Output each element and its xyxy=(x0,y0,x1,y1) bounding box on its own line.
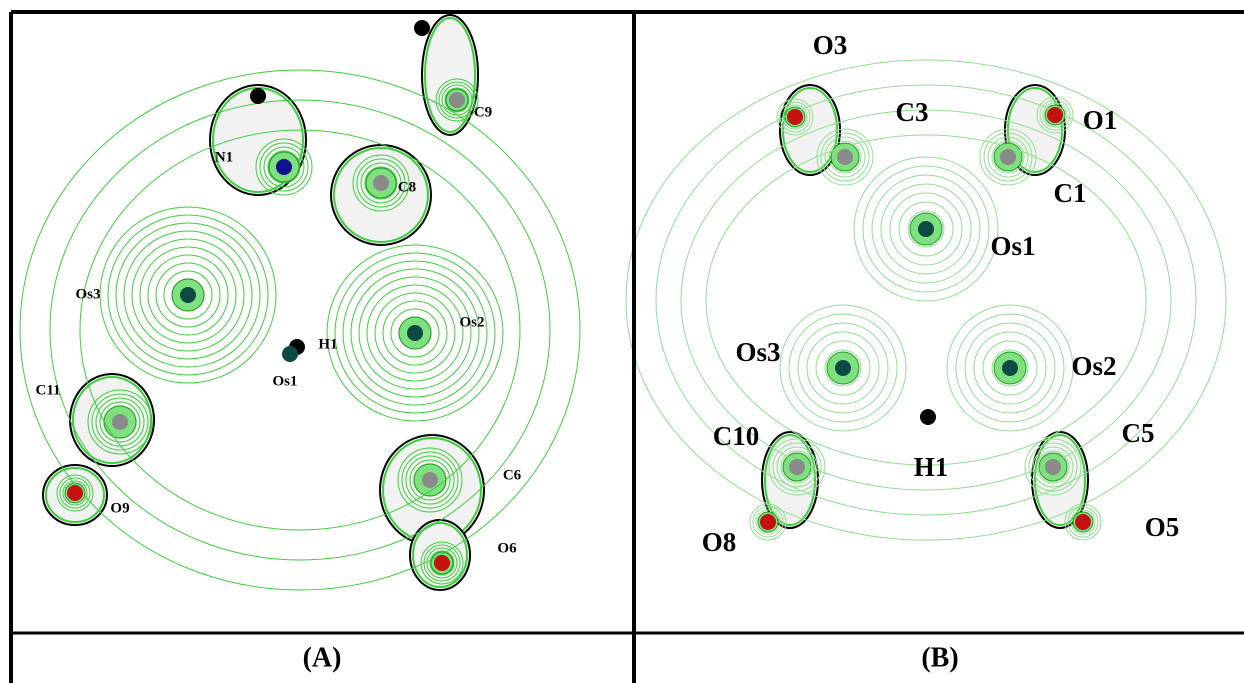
atom-label: Os2 xyxy=(459,314,484,330)
atom xyxy=(1045,459,1061,475)
atom xyxy=(760,514,776,530)
atom xyxy=(434,555,450,571)
atom xyxy=(837,149,853,165)
figure: N1 C9 C8 Os3 Os2 H1 Os1 C11 C6 O9 O6 O3 C3 O1 C1 Os1 Os3… xyxy=(0,0,1244,683)
atom xyxy=(180,287,196,303)
atom-label: Os1 xyxy=(990,231,1035,261)
atom-label: O3 xyxy=(813,30,848,60)
atom-label: N1 xyxy=(215,149,233,165)
atom xyxy=(918,221,934,237)
atom xyxy=(789,459,805,475)
atom xyxy=(1002,360,1018,376)
atom-label: O1 xyxy=(1083,105,1118,135)
atom-label: O6 xyxy=(497,540,517,556)
atom xyxy=(787,109,803,125)
atom-label: H1 xyxy=(914,452,949,482)
atom xyxy=(250,88,266,104)
atom-label: Os1 xyxy=(272,373,297,389)
atom xyxy=(920,409,936,425)
atom-label: Os3 xyxy=(735,337,780,367)
atom xyxy=(422,472,438,488)
atom-label: C1 xyxy=(1054,178,1087,208)
atom xyxy=(282,346,298,362)
atom-label: O8 xyxy=(702,527,737,557)
atom xyxy=(1075,514,1091,530)
atom-label: C10 xyxy=(713,421,760,451)
atom-label: O5 xyxy=(1145,512,1180,542)
atom xyxy=(373,175,389,191)
atom xyxy=(407,325,423,341)
atom-label: Os3 xyxy=(75,286,100,302)
atom xyxy=(67,485,83,501)
atom-label: Os2 xyxy=(1071,351,1116,381)
atom-label: C3 xyxy=(896,97,929,127)
atom xyxy=(112,414,128,430)
atom xyxy=(449,92,465,108)
atom xyxy=(414,20,430,36)
atom xyxy=(835,360,851,376)
atom xyxy=(1000,149,1016,165)
atom-label: C5 xyxy=(1122,418,1155,448)
atom-label: C6 xyxy=(503,467,522,483)
atom-label: C8 xyxy=(398,179,416,195)
caption: (A) xyxy=(303,642,342,673)
atom-label: H1 xyxy=(318,336,337,352)
atom-label: C11 xyxy=(35,382,60,398)
atom xyxy=(276,159,292,175)
caption: (B) xyxy=(921,642,958,673)
atom-label: C9 xyxy=(474,104,492,120)
atom xyxy=(1047,107,1063,123)
atom-label: O9 xyxy=(110,500,129,516)
